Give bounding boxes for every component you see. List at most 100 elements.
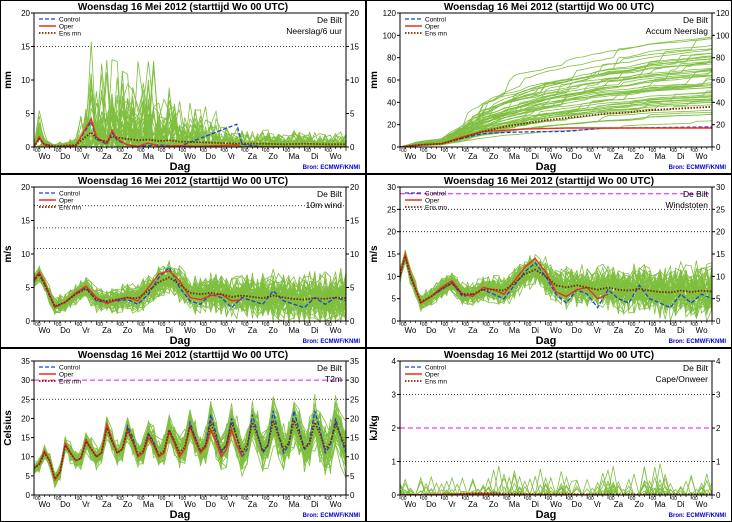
series-line-control xyxy=(34,266,346,309)
x-day-label: Ma xyxy=(143,500,155,509)
y-tick-label-right: 15 xyxy=(350,434,359,443)
chart-title: Woensdag 16 Mei 2012 (starttijd Wo 00 UT… xyxy=(444,350,654,361)
y-axis-label: mm xyxy=(3,71,14,89)
series-line-ens-mn xyxy=(34,131,346,147)
x-day-label: Do xyxy=(206,326,217,335)
chart-title: Woensdag 16 Mei 2012 (starttijd Wo 00 UT… xyxy=(78,176,288,187)
x-day-label: Di xyxy=(165,500,173,509)
chart-panel-t2m: Woensdag 16 Mei 2012 (starttijd Wo 00 UT… xyxy=(0,348,366,522)
legend-label-oper: Oper xyxy=(59,24,74,31)
x-day-label: Vr xyxy=(228,326,236,335)
x-tick-hour-label: 00 xyxy=(35,496,41,502)
station-name: De Bilt xyxy=(317,15,343,25)
chart-panel-accum-neerslag: Woensdag 16 Mei 2012 (starttijd Wo 00 UT… xyxy=(366,0,732,174)
x-day-label: Wo xyxy=(38,152,50,161)
y-tick-label: 30 xyxy=(387,183,396,192)
series-line-ens-mn xyxy=(400,252,712,304)
x-tick-hour-label: 00 xyxy=(630,496,636,502)
x-axis-label: Dag xyxy=(170,509,191,521)
panel-border xyxy=(366,174,732,348)
y-tick-label-right: 0 xyxy=(350,491,355,500)
y-tick-label-right: 30 xyxy=(716,183,725,192)
y-tick-label-right: 4 xyxy=(716,357,721,366)
x-day-label: Wo xyxy=(330,152,342,161)
x-day-label: Za xyxy=(102,326,112,335)
x-tick-hour-label: 00 xyxy=(139,322,145,328)
y-tick-label: 5 xyxy=(26,110,31,119)
y-tick-label: 10 xyxy=(387,272,396,281)
y-tick-label-right: 2 xyxy=(716,424,721,433)
x-day-label: Zo xyxy=(489,326,499,335)
y-tick-label: 20 xyxy=(387,228,396,237)
y-tick-label: 10 xyxy=(21,76,30,85)
x-day-label: Do xyxy=(572,500,583,509)
x-day-label: Za xyxy=(614,152,624,161)
x-axis-label: Dag xyxy=(170,161,191,173)
y-tick-label-right: 0 xyxy=(716,317,721,326)
panel-name: Cape/Onweer xyxy=(656,374,709,384)
x-day-label: Ma xyxy=(654,326,666,335)
x-tick-hour-label: 00 xyxy=(201,148,207,154)
ensemble-member-line xyxy=(400,256,712,312)
x-tick-hour-label: 00 xyxy=(547,148,553,154)
ensemble-member-line xyxy=(34,70,346,147)
ensemble-member-line xyxy=(400,52,712,147)
x-axis-label: Dag xyxy=(536,161,557,173)
y-tick-label-right: 5 xyxy=(716,295,721,304)
y-tick-label: 0 xyxy=(392,317,397,326)
x-day-label: Zo xyxy=(269,152,279,161)
chart-title: Woensdag 16 Mei 2012 (starttijd Wo 00 UT… xyxy=(444,176,654,187)
panel-name: Neerslag/6 uur xyxy=(286,26,342,36)
ensemble-member-line xyxy=(34,408,346,478)
y-tick-label-right: 25 xyxy=(350,395,359,404)
x-day-label: Do xyxy=(60,152,71,161)
x-tick-hour-label: 00 xyxy=(243,322,249,328)
x-day-label: Ma xyxy=(509,326,521,335)
y-tick-label: 25 xyxy=(21,395,30,404)
ensemble-member-line xyxy=(34,107,346,147)
x-day-label: Di xyxy=(311,152,319,161)
x-tick-hour-label: 00 xyxy=(160,496,166,502)
ensemble-member-line xyxy=(34,97,346,147)
y-tick-label: 10 xyxy=(21,453,30,462)
x-tick-hour-label: 00 xyxy=(505,148,511,154)
x-tick-hour-label: 00 xyxy=(547,322,553,328)
series-line-ens-mn xyxy=(400,492,712,495)
y-tick-label: 0 xyxy=(26,317,31,326)
x-tick-hour-label: 00 xyxy=(56,322,62,328)
y-tick-label: 0 xyxy=(392,491,397,500)
x-tick-hour-label: 00 xyxy=(326,148,332,154)
panel-name: Windstoten xyxy=(665,200,708,210)
x-tick-hour-label: 00 xyxy=(567,148,573,154)
x-tick-hour-label: 00 xyxy=(285,148,291,154)
y-tick-label: 15 xyxy=(21,217,30,226)
ensemble-member-line xyxy=(34,91,346,147)
legend-label-control: Control xyxy=(425,17,447,24)
x-day-label: Di xyxy=(311,326,319,335)
x-day-label: Di xyxy=(531,500,539,509)
y-tick-label: 80 xyxy=(387,54,396,63)
x-day-label: Za xyxy=(102,500,112,509)
x-day-label: Wo xyxy=(404,152,416,161)
y-tick-label: 2 xyxy=(392,424,397,433)
x-day-label: Vr xyxy=(448,500,456,509)
x-day-label: Ma xyxy=(654,500,666,509)
x-day-label: Di xyxy=(677,500,685,509)
y-tick-label-right: 10 xyxy=(350,453,359,462)
ensemble-member-line xyxy=(34,265,346,316)
ensemble-member-line xyxy=(34,85,346,147)
x-day-label: Ma xyxy=(143,152,155,161)
y-tick-label: 5 xyxy=(26,472,31,481)
x-tick-hour-label: 00 xyxy=(243,496,249,502)
y-tick-label: 15 xyxy=(387,250,396,259)
ensemble-member-line xyxy=(400,478,712,495)
y-tick-label-right: 5 xyxy=(350,284,355,293)
x-day-label: Wo xyxy=(38,500,50,509)
y-tick-label-right: 40 xyxy=(716,98,725,107)
y-tick-label-right: 25 xyxy=(716,205,725,214)
x-tick-hour-label: 00 xyxy=(35,322,41,328)
ensemble-members xyxy=(34,259,346,321)
x-day-label: Wo xyxy=(696,152,708,161)
x-day-label: Wo xyxy=(696,500,708,509)
x-day-label: Zo xyxy=(635,152,645,161)
